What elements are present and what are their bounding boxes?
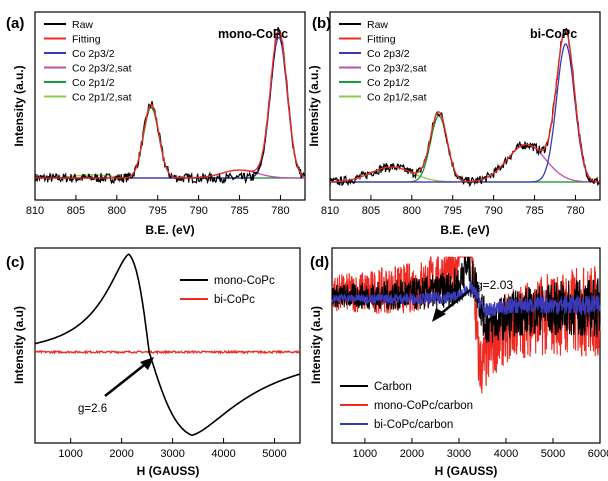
panel-a-legend-label: Co 2p3/2,sat: [72, 63, 132, 75]
panel-d-series-carbon: [331, 256, 601, 343]
panel-c-ylabel: Intensity (a.u): [12, 306, 26, 384]
panel-a-label: (a): [6, 15, 24, 32]
panel-d-lines: [331, 256, 601, 394]
panel-b-tick-label: 810: [321, 205, 339, 217]
panel-d-arrow-head: [432, 308, 446, 322]
panel-a-legend: Raw Fitting Co 2p3/2 Co 2p3/2,sat Co 2p1/2 Co…: [44, 19, 132, 104]
panel-c: (c) 1000 2000 3000 4000 5000 mono-CoPc bi-CoP…: [6, 247, 301, 478]
panel-b-legend-label: Fitting: [367, 34, 396, 46]
panel-a-xlabel: B.E. (eV): [145, 223, 194, 237]
panel-d-x-ticks: 1000 2000 3000 4000 5000 6000: [353, 438, 608, 460]
panel-b-ylabel: Intensity (a.u.): [307, 65, 321, 146]
panel-b-series-fitting: [330, 29, 601, 183]
panel-b-xlabel: B.E. (eV): [440, 223, 489, 237]
panel-a-tick-label: 805: [67, 205, 85, 217]
panel-c-label: (c): [6, 254, 24, 271]
panel-d-frame: [331, 247, 601, 444]
panel-a-legend-label: Co 2p1/2: [72, 77, 115, 89]
panel-c-tick-label: 5000: [262, 448, 286, 460]
panel-c-legend-label: bi-CoPc: [214, 294, 255, 306]
panel-c-tick-label: 1000: [58, 448, 82, 460]
panel-c-tick-label: 2000: [109, 448, 133, 460]
panel-d-ylabel: Intensity (a.u): [309, 306, 323, 384]
panel-b-label: (b): [312, 15, 331, 32]
panel-a-tick-label: 785: [230, 205, 248, 217]
panel-b-frame: [329, 11, 601, 201]
panel-b-series-co-2p1-2: [330, 115, 600, 183]
panel-b-tick-label: 790: [484, 205, 502, 217]
panel-d-tick-label: 6000: [588, 448, 608, 460]
panel-d-legend-label: Carbon: [374, 381, 412, 393]
panel-b-legend: Raw Fitting Co 2p3/2 Co 2p3/2,sat Co 2p1/2 Co…: [339, 19, 427, 104]
panel-d-legend: Carbon mono-CoPc/carbon bi-CoPc/carbon: [340, 381, 473, 431]
panel-d-arrow-shaft: [437, 289, 471, 317]
panel-b-x-ticks: 810 805 800 795 790 785 780: [321, 195, 585, 217]
panel-c-annotation-text: g=2.6: [78, 403, 107, 415]
panel-c-tick-label: 4000: [211, 448, 235, 460]
panel-a-tick-label: 780: [271, 205, 289, 217]
panel-b-legend-label: Co 2p1/2: [367, 77, 410, 89]
panel-a-ylabel: Intensity (a.u.): [12, 65, 26, 146]
panel-d-tick-label: 2000: [400, 448, 424, 460]
panel-c-annotation: g=2.6: [78, 357, 154, 415]
panel-c-x-ticks: 1000 2000 3000 4000 5000: [58, 438, 287, 460]
panel-a-lines: [34, 26, 306, 185]
panel-c-arrow-shaft: [104, 361, 149, 397]
panel-a-x-ticks: 810 805 800 795 790 785 780: [26, 195, 290, 217]
panel-d-legend-label: bi-CoPc/carbon: [374, 419, 453, 431]
panel-a-tick-label: 790: [189, 205, 207, 217]
panel-c-tick-label: 3000: [160, 448, 184, 460]
panel-b-tick-label: 800: [403, 205, 421, 217]
panel-b-tick-label: 785: [525, 205, 543, 217]
panel-b-legend-label: Co 2p1/2,sat: [367, 92, 427, 104]
panel-a-frame: [34, 11, 306, 201]
panel-a-tick-label: 795: [149, 205, 167, 217]
panel-a-legend-label: Raw: [72, 19, 93, 31]
panel-c-lines: [34, 253, 301, 437]
panel-d-tick-label: 1000: [353, 448, 377, 460]
panel-c-legend-label: mono-CoPc: [214, 275, 275, 287]
panel-a-legend-label: Co 2p1/2,sat: [72, 92, 132, 104]
panel-c-arrow-head: [140, 357, 154, 370]
panel-d-label: (d): [310, 254, 329, 271]
panel-c-legend: mono-CoPc bi-CoPc: [180, 275, 275, 306]
panel-c-frame: [34, 247, 301, 444]
panel-a-series-fitting: [35, 29, 306, 179]
panel-b-tick-label: 795: [444, 205, 462, 217]
panel-b: (b) 810 805 800 795 790 785 780 bi-CoPc Raw Fit…: [307, 11, 601, 237]
panel-b-tick-label: 780: [566, 205, 584, 217]
panel-b-title: bi-CoPc: [530, 27, 577, 41]
panel-d-annotation-text: g=2.03: [476, 278, 513, 292]
panel-a: (a) 810 805 800 795 790 785 780 mono-CoPc Raw F…: [6, 11, 306, 237]
panel-c-series-mono-copc: [34, 253, 301, 437]
panel-c-xlabel: H (GAUSS): [137, 464, 200, 478]
panel-b-series-co-2p3-2: [330, 43, 600, 183]
panel-d-tick-label: 5000: [541, 448, 565, 460]
panel-d-legend-label: mono-CoPc/carbon: [374, 400, 473, 412]
panel-b-legend-label: Co 2p3/2,sat: [367, 63, 427, 75]
panel-a-legend-label: Co 2p3/2: [72, 48, 115, 60]
panel-d-tick-label: 3000: [447, 448, 471, 460]
panel-a-tick-label: 800: [108, 205, 126, 217]
panel-a-tick-label: 810: [26, 205, 44, 217]
panel-a-title: mono-CoPc: [218, 27, 288, 41]
panel-b-tick-label: 805: [362, 205, 380, 217]
panel-c-series-bi-copc: [34, 349, 301, 355]
panel-d: (d) 1000 2000 3000 4000 5000 6000 Carbon mono-…: [309, 247, 608, 478]
panel-b-legend-label: Co 2p3/2: [367, 48, 410, 60]
panel-d-tick-label: 4000: [494, 448, 518, 460]
panel-b-lines: [329, 28, 601, 187]
panel-a-legend-label: Fitting: [72, 34, 101, 46]
panel-d-annotation: g=2.03: [432, 278, 513, 322]
panel-d-xlabel: H (GAUSS): [435, 464, 498, 478]
panel-b-series-co-2p3-2-sat: [330, 143, 600, 183]
panel-b-legend-label: Raw: [367, 19, 388, 31]
